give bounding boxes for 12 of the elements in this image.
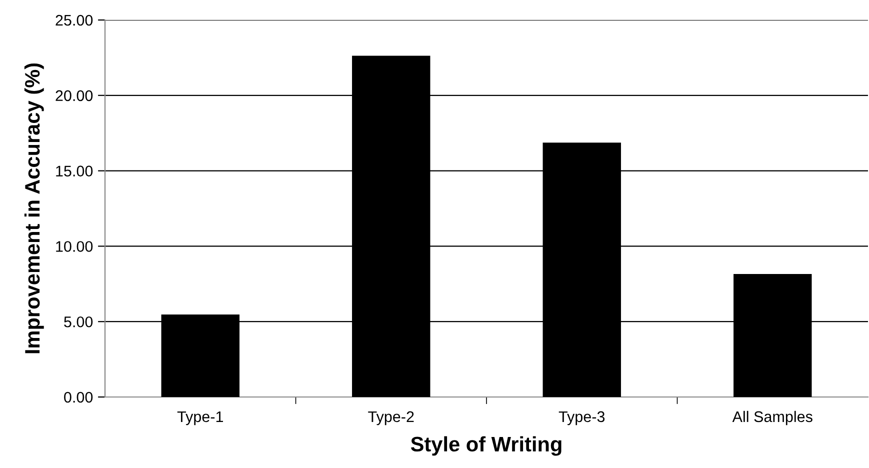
y-tick-label: 0.00 [64, 392, 93, 403]
x-tick-label: Type-2 [368, 411, 414, 426]
y-tick-label: 20.00 [56, 90, 93, 102]
y-tick-label: 15.00 [56, 166, 93, 176]
y-tick-label: 5.00 [64, 316, 93, 328]
x-axis-title: Style of Writing [410, 436, 562, 456]
y-tick-label: 25.00 [56, 14, 93, 26]
x-tick-label: All Samples [732, 410, 812, 426]
x-tick-label: Type-1 [177, 411, 223, 426]
y-tick-label: 10.00 [56, 241, 93, 252]
x-tick-label: Type-3 [558, 411, 605, 426]
y-axis-title: Improvement in Accuracy (%) [24, 63, 44, 354]
